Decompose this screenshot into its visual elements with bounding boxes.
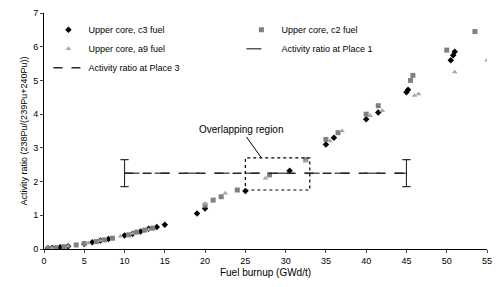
svg-text:25: 25 bbox=[240, 256, 250, 266]
svg-text:Fuel burnup (GWd/t): Fuel burnup (GWd/t) bbox=[220, 267, 311, 278]
svg-text:6: 6 bbox=[33, 42, 38, 52]
svg-text:Upper core, c2 fuel: Upper core, c2 fuel bbox=[281, 25, 357, 35]
svg-text:45: 45 bbox=[401, 256, 411, 266]
svg-text:3: 3 bbox=[33, 143, 38, 153]
svg-text:Activity ratio at Place 3: Activity ratio at Place 3 bbox=[88, 63, 179, 73]
svg-text:40: 40 bbox=[361, 256, 371, 266]
svg-text:1: 1 bbox=[33, 210, 38, 220]
svg-text:5: 5 bbox=[82, 256, 87, 266]
svg-text:Upper core, c3 fuel: Upper core, c3 fuel bbox=[88, 25, 164, 35]
svg-text:5: 5 bbox=[33, 76, 38, 86]
svg-text:4: 4 bbox=[33, 109, 38, 119]
svg-text:Upper core, a9 fuel: Upper core, a9 fuel bbox=[88, 44, 165, 54]
svg-text:15: 15 bbox=[160, 256, 170, 266]
svg-text:Activity ratio (238Pu/(239Pu+2: Activity ratio (238Pu/(239Pu+240Pu)) bbox=[19, 57, 29, 206]
svg-text:35: 35 bbox=[321, 256, 331, 266]
svg-text:Overlapping region: Overlapping region bbox=[199, 124, 284, 135]
svg-text:Activity ratio at Place 1: Activity ratio at Place 1 bbox=[281, 44, 372, 54]
svg-text:7: 7 bbox=[33, 8, 38, 18]
svg-text:0: 0 bbox=[41, 256, 46, 266]
svg-text:10: 10 bbox=[120, 256, 130, 266]
svg-text:2: 2 bbox=[33, 177, 38, 187]
svg-text:20: 20 bbox=[200, 256, 210, 266]
svg-text:30: 30 bbox=[281, 256, 291, 266]
svg-text:50: 50 bbox=[442, 256, 452, 266]
svg-text:55: 55 bbox=[482, 256, 492, 266]
svg-text:0: 0 bbox=[33, 244, 38, 254]
